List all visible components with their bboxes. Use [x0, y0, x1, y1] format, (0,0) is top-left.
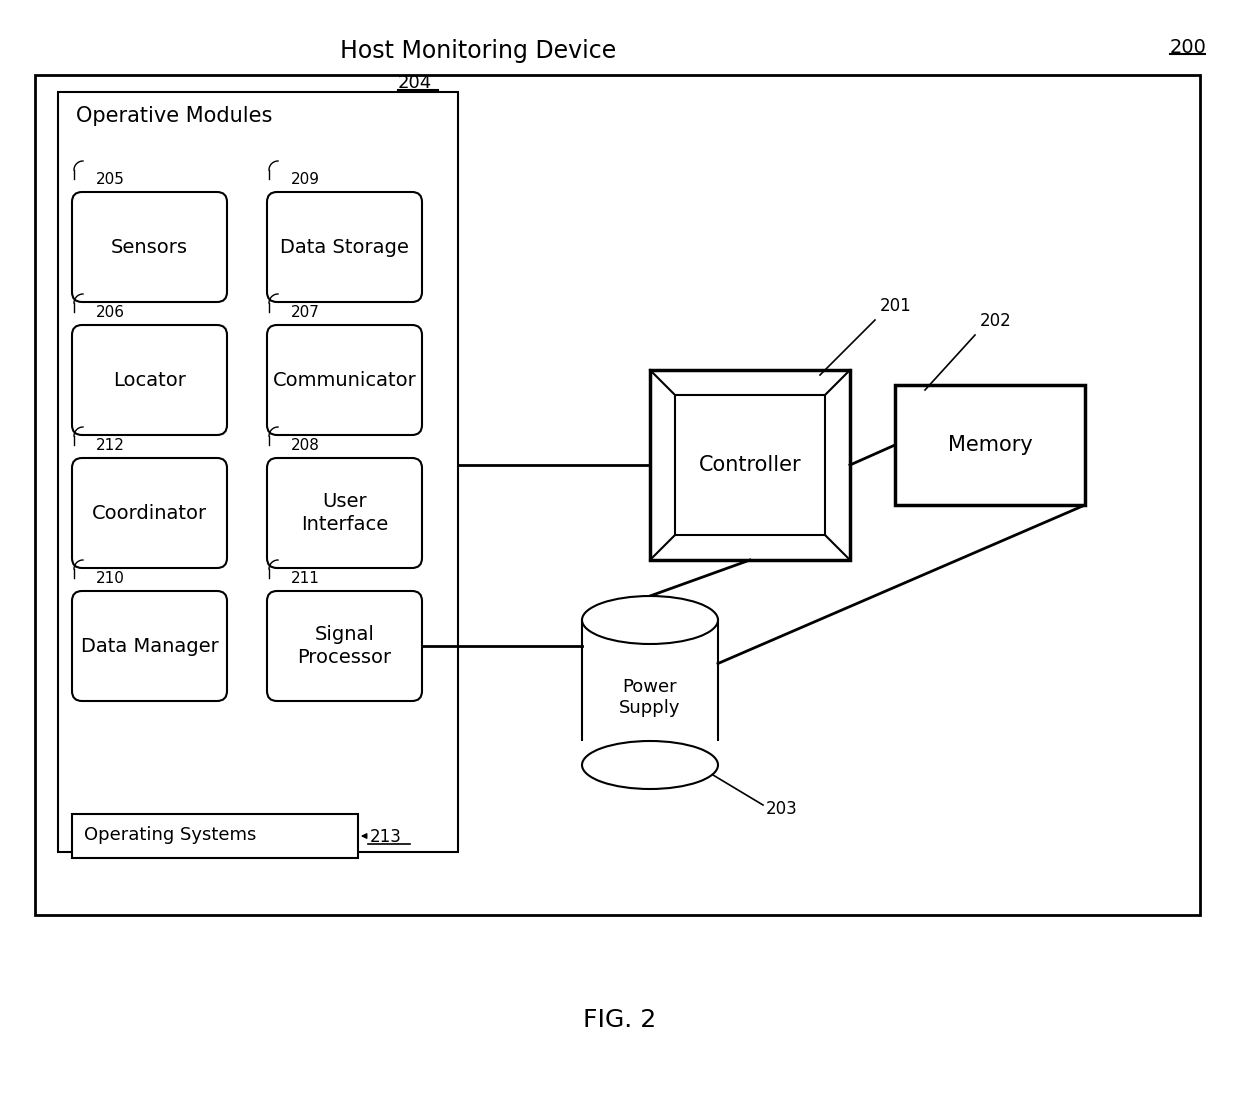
Text: Data Manager: Data Manager [81, 636, 218, 655]
Bar [58, 92, 458, 852]
FancyBboxPatch shape [267, 458, 422, 568]
Bar [675, 395, 825, 535]
Text: Data Storage: Data Storage [280, 238, 409, 257]
Text: Operating Systems: Operating Systems [84, 826, 257, 844]
Text: 203: 203 [766, 800, 797, 818]
Bar [72, 814, 358, 858]
Bar [582, 620, 718, 765]
Text: User
Interface: User Interface [301, 492, 388, 534]
FancyBboxPatch shape [72, 458, 227, 568]
Text: 212: 212 [95, 438, 125, 453]
Text: 204: 204 [398, 75, 433, 92]
Text: 206: 206 [95, 305, 125, 320]
Text: Coordinator: Coordinator [92, 504, 207, 523]
FancyBboxPatch shape [72, 192, 227, 302]
FancyBboxPatch shape [267, 590, 422, 701]
Text: 210: 210 [95, 570, 125, 586]
Text: 213: 213 [370, 828, 402, 846]
Text: 205: 205 [95, 172, 125, 187]
Text: 211: 211 [291, 570, 320, 586]
Text: 202: 202 [980, 312, 1012, 330]
Text: 201: 201 [880, 297, 911, 315]
FancyBboxPatch shape [267, 325, 422, 435]
Text: Memory: Memory [947, 435, 1033, 455]
Text: Host Monitoring Device: Host Monitoring Device [340, 39, 616, 63]
Text: Signal
Processor: Signal Processor [298, 625, 392, 667]
Bar [650, 370, 849, 560]
Text: 208: 208 [291, 438, 320, 453]
Text: 209: 209 [291, 172, 320, 187]
Text: Controller: Controller [698, 455, 801, 475]
Text: FIG. 2: FIG. 2 [583, 1007, 657, 1032]
Text: Sensors: Sensors [112, 238, 188, 257]
Text: Operative Modules: Operative Modules [76, 106, 273, 126]
Bar [580, 741, 720, 767]
Ellipse shape [582, 741, 718, 790]
Text: 207: 207 [291, 305, 320, 320]
Ellipse shape [582, 596, 718, 644]
Text: Locator: Locator [113, 370, 186, 389]
FancyBboxPatch shape [267, 192, 422, 302]
FancyBboxPatch shape [72, 325, 227, 435]
FancyBboxPatch shape [72, 590, 227, 701]
Text: Communicator: Communicator [273, 370, 417, 389]
Bar [35, 75, 1200, 915]
Text: Power
Supply: Power Supply [619, 678, 681, 717]
Bar [895, 385, 1085, 505]
Text: 200: 200 [1171, 38, 1207, 57]
